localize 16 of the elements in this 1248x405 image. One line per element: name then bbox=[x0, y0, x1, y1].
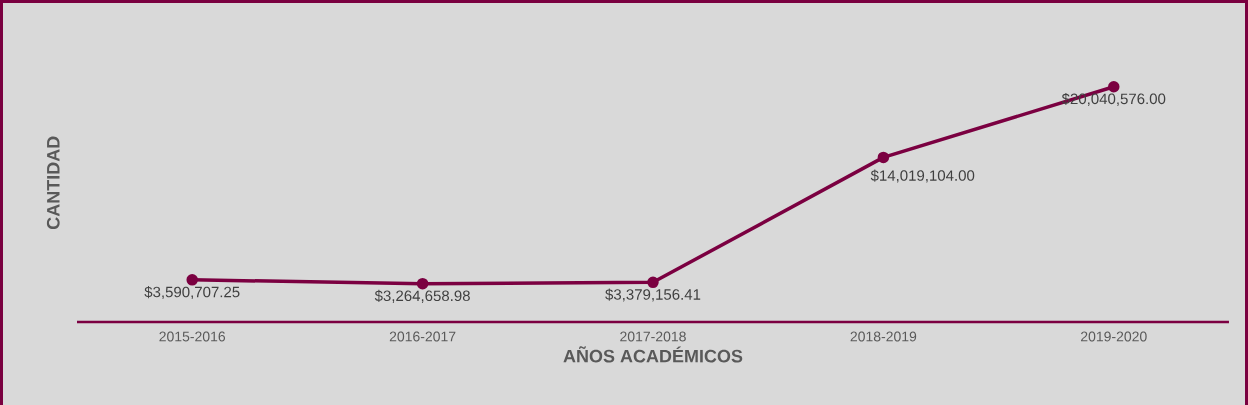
data-label: $14,019,104.00 bbox=[870, 169, 975, 183]
x-tick-label: 2015-2016 bbox=[159, 331, 226, 342]
data-label: $3,379,156.41 bbox=[605, 288, 701, 302]
x-tick-label: 2018-2019 bbox=[850, 331, 917, 342]
y-axis-title: CANTIDAD bbox=[46, 136, 60, 230]
x-tick-label: 2019-2020 bbox=[1081, 331, 1147, 342]
data-label: $3,590,707.25 bbox=[144, 286, 240, 300]
point bbox=[416, 277, 429, 290]
x-axis-title: AÑOS ACADÉMICOS bbox=[563, 346, 743, 363]
point bbox=[647, 276, 659, 289]
point bbox=[877, 151, 890, 164]
point bbox=[186, 274, 198, 286]
data-label: $3,264,658.98 bbox=[374, 289, 470, 303]
point bbox=[1108, 80, 1120, 93]
x-tick-label: 2017-2018 bbox=[620, 331, 686, 342]
x-tick-label: 2016-2017 bbox=[389, 331, 456, 342]
